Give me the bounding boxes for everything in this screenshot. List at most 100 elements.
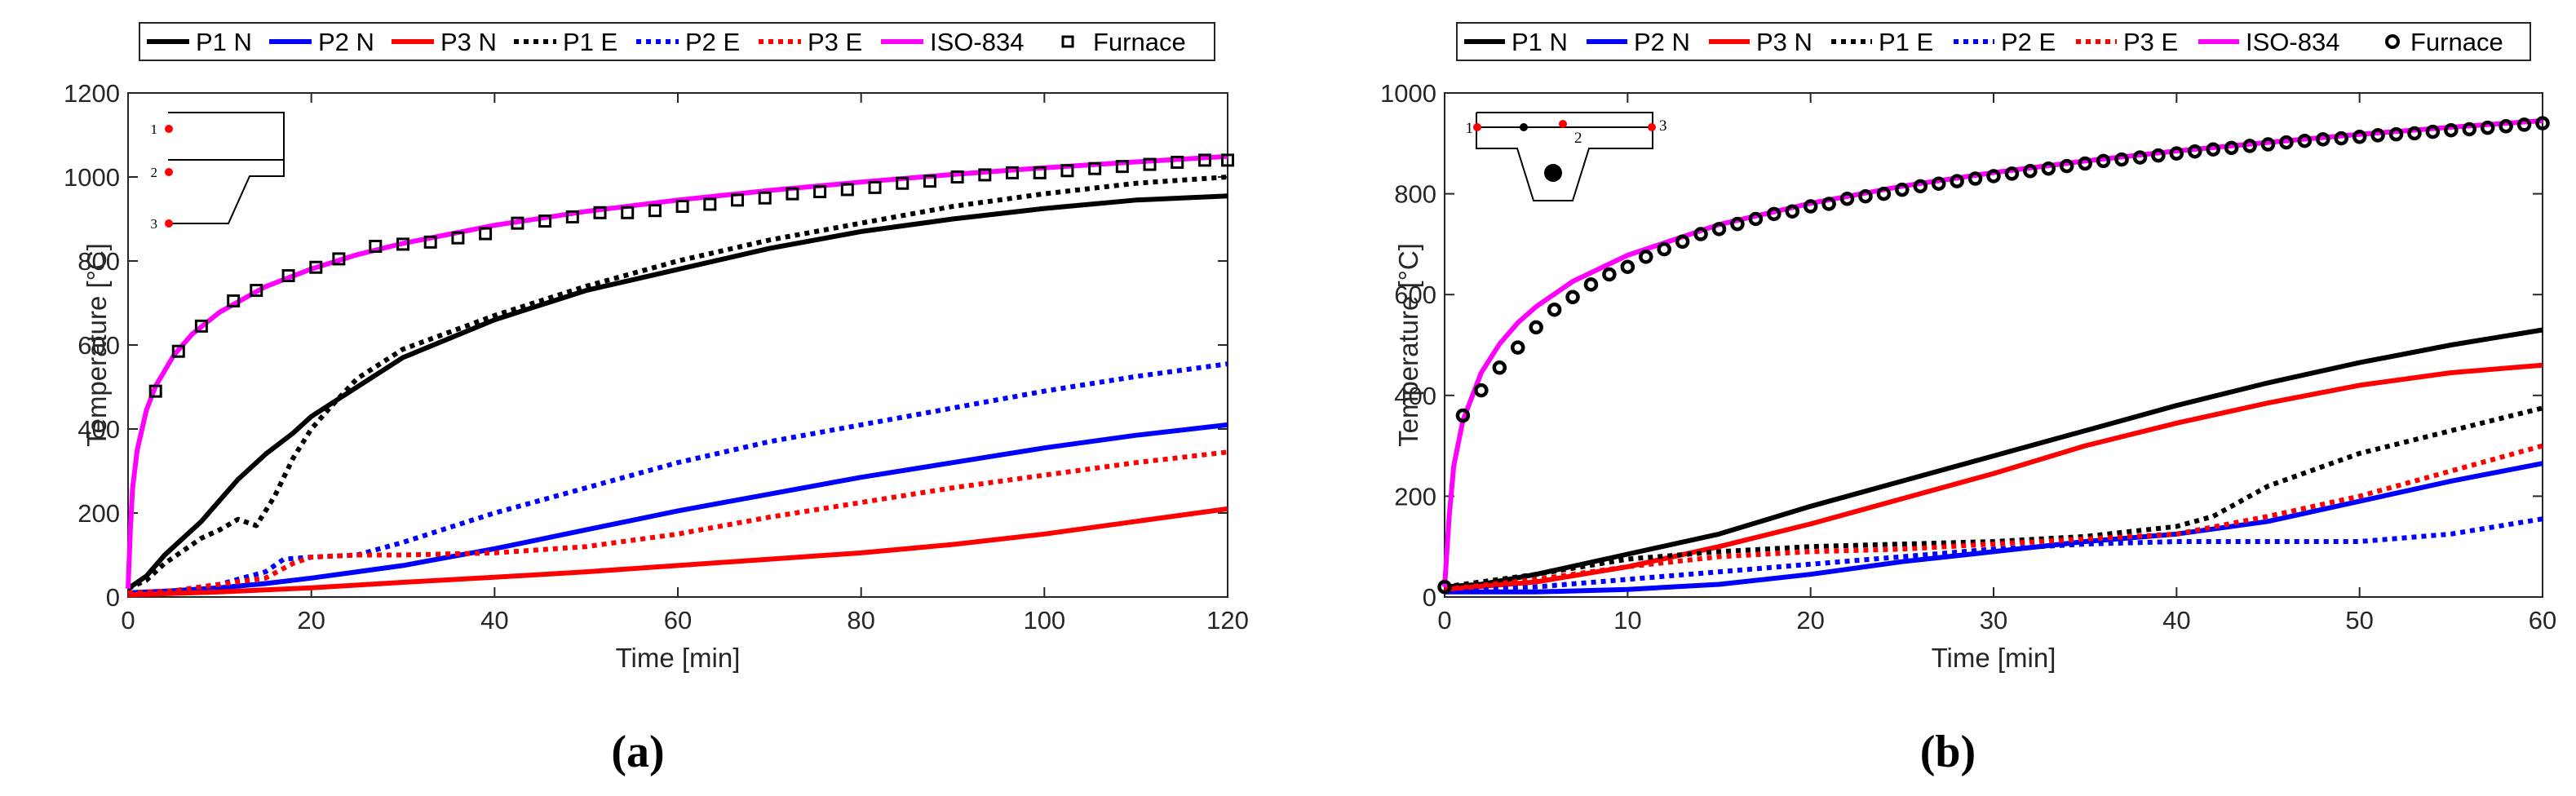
y-axis-title-b: Temperature [°C] [1393, 243, 1423, 447]
furnace-marker-a [1197, 153, 1211, 167]
furnace-marker-b [2407, 126, 2422, 141]
furnace-marker-a [950, 170, 964, 184]
legend-entry-iso834-b: ISO-834 [2198, 28, 2339, 56]
legend-label-p3e-a: P3 E [808, 28, 862, 56]
inset-point-black-b [1520, 123, 1528, 131]
x-tick-label-b: 60 [2529, 606, 2556, 635]
legend-label-p3n-a: P3 N [440, 28, 497, 56]
furnace-marker-b [1931, 176, 1946, 191]
legend-label-p2n-a: P2 N [318, 28, 374, 56]
legend-label-furnace-b: Furnace [2410, 28, 2503, 56]
furnace-marker-b [2297, 133, 2313, 148]
furnace-marker-b [1821, 197, 1836, 211]
series-line-p3e-b [1444, 443, 2543, 592]
legend-label-p3e-b: P3 E [2123, 28, 2178, 56]
furnace-marker-a [1088, 161, 1102, 175]
series-line-p2n-b [1445, 461, 2543, 595]
legend-label-p2e-b: P2 E [2001, 28, 2056, 56]
furnace-marker-b [2388, 126, 2404, 142]
furnace-marker-b [2352, 130, 2367, 144]
chart-panel-a: 0 200 400 600 800 1000 1200 0 20 40 60 80 100 120 1 … [64, 22, 1249, 777]
x-tick-label-a: 60 [664, 606, 692, 635]
legend-label-p1e-b: P1 E [1879, 28, 1933, 56]
furnace-marker-b [1583, 277, 1599, 292]
furnace-marker-a [148, 384, 162, 398]
furnace-marker-b [1950, 174, 1964, 188]
furnace-marker-b [2059, 158, 2074, 174]
inset-label-1-b: 1 [1466, 120, 1474, 137]
y-tick-label-b: 400 [1394, 382, 1436, 410]
x-tick-label-b: 0 [1437, 606, 1451, 635]
legend-label-p2n-b: P2 N [1634, 28, 1690, 56]
furnace-marker-a [171, 344, 185, 358]
legend-entry-p3n-b: P3 N [1709, 28, 1812, 56]
inset-schematic-a: 1 2 3 [151, 112, 285, 232]
y-tick-label-a: 0 [106, 583, 120, 612]
x-tick-label-b: 10 [1613, 606, 1641, 635]
inset-point-1-a [165, 125, 173, 133]
furnace-marker-a [396, 237, 409, 251]
furnace-marker-b [2444, 122, 2459, 138]
furnace-marker-a [227, 294, 241, 307]
panel-label-a: (a) [611, 727, 664, 777]
furnace-marker-a [1115, 160, 1129, 174]
furnace-marker-b [1785, 204, 1799, 219]
furnace-marker-a [813, 185, 827, 199]
y-axis-a: 0 200 400 600 800 1000 1200 [64, 79, 1228, 612]
furnace-marker-a [786, 187, 799, 201]
legend-entry-p1n-b: P1 N [1464, 28, 1568, 56]
furnace-marker-b [1730, 216, 1745, 232]
legend-label-p1e-a: P1 E [563, 28, 617, 56]
furnace-marker-a [703, 197, 717, 211]
inset-label-2-a: 2 [151, 165, 158, 180]
furnace-marker-a [648, 204, 662, 218]
legend-entry-p3n-a: P3 N [392, 28, 497, 56]
furnace-marker-b [2370, 128, 2385, 143]
furnace-marker-a [923, 175, 936, 188]
furnace-marker-a [479, 227, 493, 241]
inset-point-1-b [1473, 123, 1481, 131]
furnace-marker-b [1657, 241, 1671, 257]
legend-label-p3n-b: P3 N [1756, 28, 1812, 56]
y-tick-label-a: 200 [77, 499, 120, 528]
series-line-p1e-a [126, 175, 1228, 591]
y-tick-label-a: 600 [77, 331, 120, 360]
furnace-marker-b [1803, 199, 1818, 214]
furnace-marker-b [1639, 250, 1653, 264]
series-group-b [1437, 116, 2550, 595]
furnace-marker-a [1171, 155, 1184, 169]
legend-label-iso834-a: ISO-834 [930, 28, 1024, 56]
furnace-marker-a [978, 168, 992, 182]
x-tick-label-b: 20 [1796, 606, 1824, 635]
furnace-marker-b [2224, 140, 2239, 156]
furnace-marker-a [1006, 166, 1020, 179]
x-axis-a: 0 20 40 60 80 100 120 [121, 93, 1249, 635]
furnace-marker-b [2041, 161, 2056, 176]
legend-entry-furnace-a: Furnace [1061, 28, 1186, 56]
furnace-marker-b [1748, 211, 1764, 227]
furnace-marker-b [1620, 259, 1635, 274]
legend-label-p1n-a: P1 N [196, 28, 252, 56]
furnace-marker-b [1565, 290, 1580, 305]
furnace-marker-a [538, 214, 552, 228]
furnace-marker-a [1221, 153, 1234, 167]
legend-label-p1n-b: P1 N [1512, 28, 1568, 56]
furnace-marker-a [423, 235, 437, 249]
furnace-marker-b [1602, 267, 1617, 282]
furnace-marker-b [1711, 222, 1727, 237]
furnace-marker-b [2425, 124, 2441, 139]
furnace-marker-a [281, 269, 295, 283]
x-tick-label-b: 40 [2162, 606, 2190, 635]
legend-entry-p1e-b: P1 E [1831, 28, 1933, 56]
series-group-a [126, 153, 1234, 598]
furnace-marker-a [675, 200, 689, 214]
furnace-marker-b [1474, 383, 1489, 398]
furnace-marker-b [2151, 148, 2166, 163]
furnace-marker-a [332, 252, 346, 266]
legend-entry-iso834-a: ISO-834 [881, 28, 1024, 56]
x-tick-label-a: 0 [121, 606, 135, 635]
legend-entry-p3e-a: P3 E [759, 28, 862, 56]
furnace-marker-b [1693, 227, 1708, 241]
y-tick-label-a: 800 [77, 247, 120, 276]
legend-entry-p3e-b: P3 E [2076, 28, 2178, 56]
